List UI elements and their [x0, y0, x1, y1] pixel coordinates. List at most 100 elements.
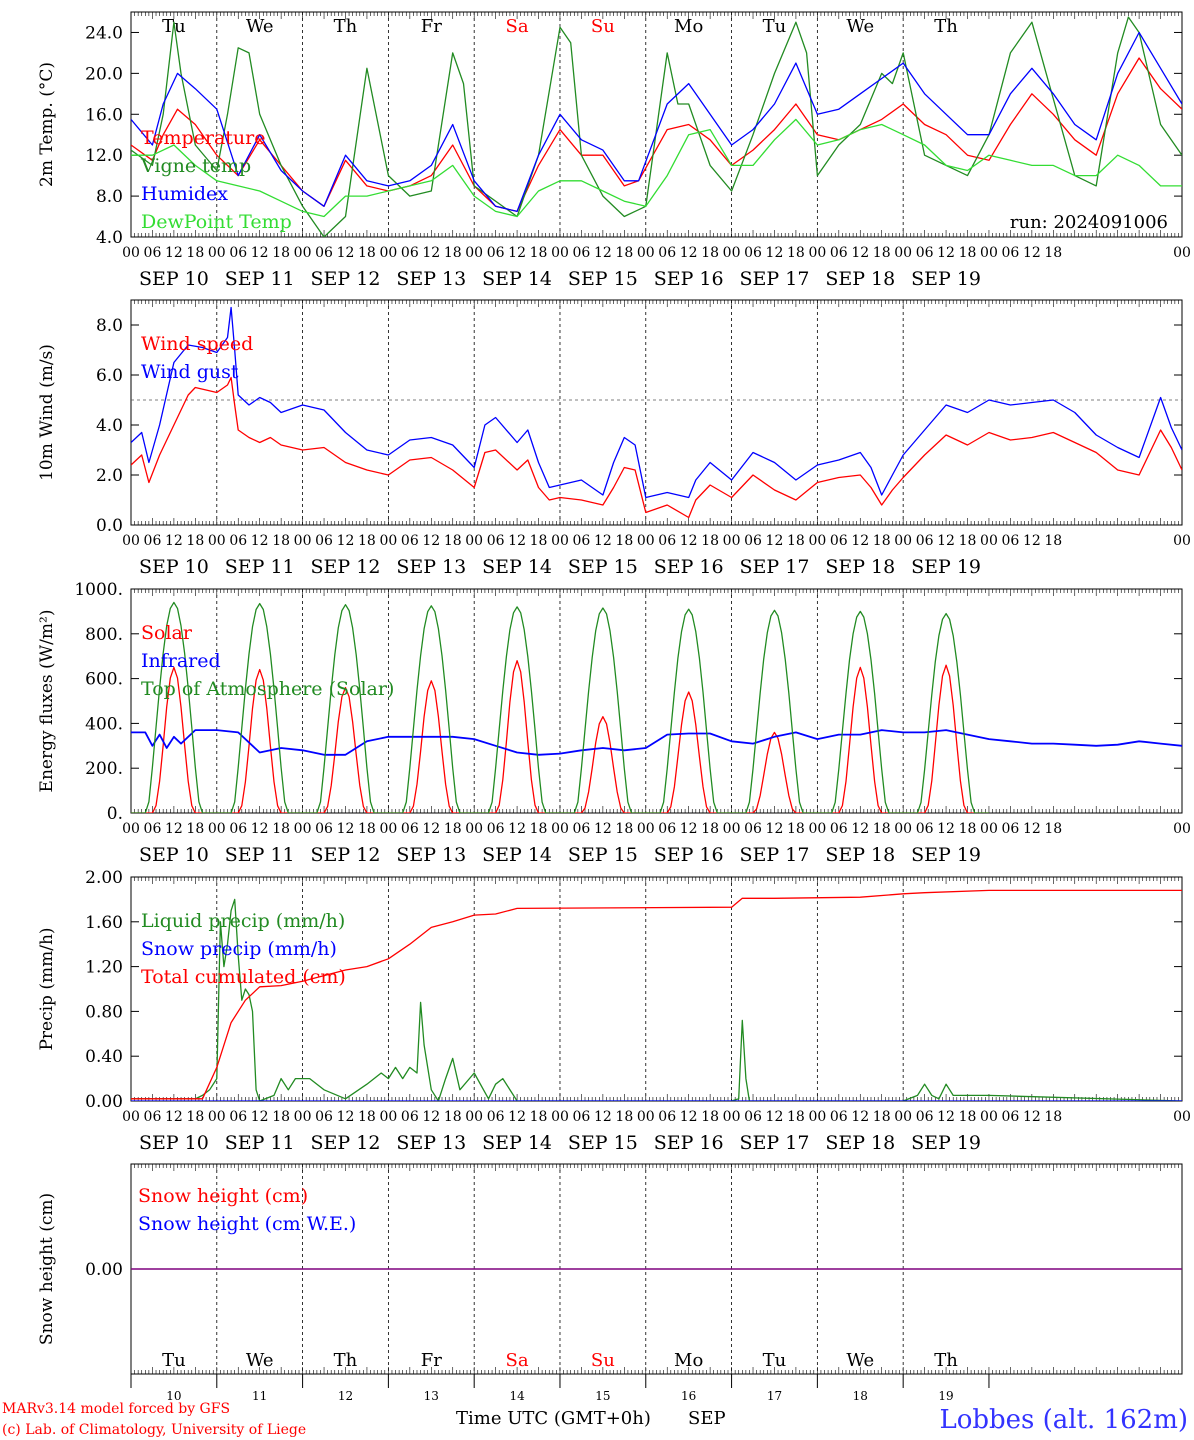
date-label: SEP 14	[482, 556, 552, 578]
series-line	[131, 57, 1182, 213]
date-label: SEP 17	[740, 556, 810, 578]
panel-snow: 0.00 Snow height (cm) Snow height (cm) Snow…	[37, 1163, 1183, 1403]
hour-label: 12	[251, 1109, 269, 1125]
day-label: Sa	[506, 16, 529, 37]
date-label: SEP 17	[740, 268, 810, 290]
hour-label: 18	[959, 821, 977, 837]
hour-label: 00	[379, 821, 397, 837]
day-number: 12	[338, 1389, 353, 1403]
hour-label: 18	[358, 533, 376, 549]
legend-entry: Snow height (cm W.E.)	[138, 1213, 356, 1235]
hour-label: 00	[980, 821, 998, 837]
y-tick-label: 12.0	[85, 146, 123, 166]
panel-frame	[130, 299, 1183, 526]
y-tick-label: 8.0	[96, 187, 123, 207]
panel-frame	[130, 588, 1183, 814]
hour-label: 06	[315, 1109, 333, 1125]
date-label: SEP 14	[482, 1132, 552, 1154]
hour-label: 06	[916, 245, 934, 261]
date-label: SEP 19	[911, 844, 981, 866]
date-label: SEP 11	[225, 844, 295, 866]
date-label: SEP 14	[482, 268, 552, 290]
day-label: Tu	[763, 16, 787, 37]
hour-label: 12	[680, 533, 698, 549]
date-label: SEP 15	[568, 844, 638, 866]
hour-label: 06	[573, 1109, 591, 1125]
hour-label: 06	[229, 533, 247, 549]
hour-label: 18	[701, 245, 719, 261]
y-tick-label: 1000.	[74, 580, 123, 600]
hour-label: 18	[787, 533, 805, 549]
hour-label: 12	[1023, 245, 1041, 261]
y-axis-label: 10m Wind (m/s)	[37, 344, 57, 481]
hour-label: 06	[487, 533, 505, 549]
day-number: 16	[681, 1389, 696, 1403]
hour-label: 00	[637, 821, 655, 837]
date-label: SEP 10	[139, 844, 209, 866]
hour-label: 12	[594, 1109, 612, 1125]
hour-label: 12	[851, 821, 869, 837]
hour-label: 06	[144, 533, 162, 549]
hour-label: 00	[379, 533, 397, 549]
hour-label: 18	[787, 821, 805, 837]
hour-label: 12	[680, 1109, 698, 1125]
y-tick-label: 24.0	[85, 23, 123, 43]
series-group	[131, 16, 1182, 237]
hour-label: 18	[873, 533, 891, 549]
series-line	[131, 889, 1182, 1100]
hour-label: 18	[186, 1109, 204, 1125]
hour-label: 12	[851, 533, 869, 549]
hour-label: 06	[830, 1109, 848, 1125]
hour-label: 00	[208, 821, 226, 837]
series-line	[131, 601, 989, 813]
day-number: 19	[938, 1389, 953, 1403]
date-label: SEP 18	[825, 268, 895, 290]
hour-label: 00	[294, 1109, 312, 1125]
hour-label: 18	[1044, 1109, 1062, 1125]
hour-label: 12	[1023, 533, 1041, 549]
hour-label: 00	[208, 1109, 226, 1125]
hour-label: 18	[959, 245, 977, 261]
footer: MARv3.14 model forced by GFS (c) Lab. of…	[2, 1401, 1188, 1438]
hour-label: 00	[208, 533, 226, 549]
day-label: Th	[334, 16, 358, 37]
hour-label: 00	[637, 245, 655, 261]
hour-label: 06	[487, 1109, 505, 1125]
hour-label: 12	[165, 1109, 183, 1125]
y-axis-label: Snow height (cm)	[37, 1193, 57, 1345]
date-label: SEP 18	[825, 556, 895, 578]
panel-temperature: 4.08.012.016.020.024.02m Temp. (°C)00 06 1…	[37, 11, 1191, 290]
date-label: SEP 15	[568, 268, 638, 290]
hour-label: 12	[422, 821, 440, 837]
hour-label: 06	[487, 821, 505, 837]
hour-label: 18	[1044, 245, 1062, 261]
day-label: We	[846, 1350, 874, 1371]
day-number: 10	[166, 1389, 181, 1403]
hour-label: 06	[229, 821, 247, 837]
date-label: SEP 17	[740, 844, 810, 866]
hour-label: 06	[315, 533, 333, 549]
hour-label: 00	[122, 533, 140, 549]
series-line	[131, 376, 1182, 519]
hour-label: 12	[251, 821, 269, 837]
y-tick-label: 4.0	[96, 228, 123, 248]
hour-label: 00	[122, 245, 140, 261]
hour-label: 06	[315, 821, 333, 837]
series-line	[131, 31, 1182, 213]
y-tick-label: 1.60	[85, 913, 123, 933]
date-label: SEP 13	[396, 268, 466, 290]
series-line	[131, 118, 1182, 218]
day-label: Th	[934, 1350, 958, 1371]
hour-label: 06	[1001, 1109, 1019, 1125]
hour-label: 00	[723, 1109, 741, 1125]
hour-label: 06	[916, 821, 934, 837]
hour-label: 18	[701, 533, 719, 549]
hour-label: 00	[465, 1109, 483, 1125]
hour-label: 00	[1173, 533, 1191, 549]
hour-label: 00	[637, 1109, 655, 1125]
hour-label: 06	[1001, 533, 1019, 549]
model-credit: MARv3.14 model forced by GFS	[2, 1401, 230, 1417]
series-line	[131, 729, 1182, 756]
